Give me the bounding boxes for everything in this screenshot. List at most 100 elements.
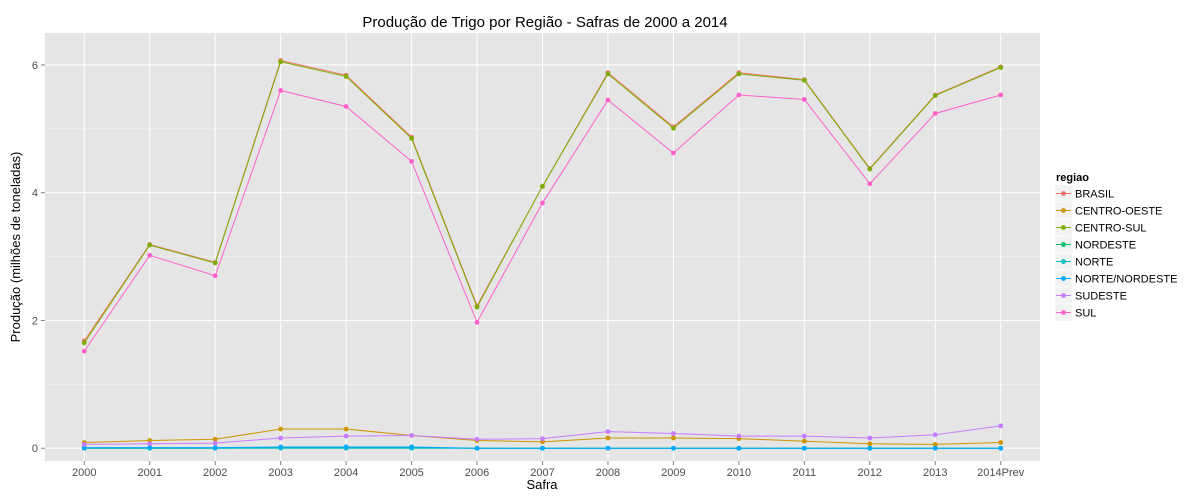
legend: regiao BRASIL CENTRO-OESTE CENTRO-SUL NORDE… [1054, 172, 1177, 322]
data-point-centro-oeste [278, 426, 284, 432]
legend-label: NORTE/NORDESTE [1075, 274, 1177, 286]
data-point-sudeste [212, 440, 218, 446]
legend-item-brasil: BRASIL [1054, 184, 1114, 203]
x-tick-label: 2000 [72, 467, 96, 479]
data-point-sul [605, 97, 611, 103]
data-point-centro-sul [736, 71, 742, 77]
legend-item-centro-sul: CENTRO-SUL [1054, 218, 1147, 237]
legend-item-nordeste: NORDESTE [1054, 235, 1136, 254]
data-point-centro-oeste [998, 440, 1004, 445]
x-tick-label: 2008 [596, 467, 620, 479]
legend-key-point [1061, 225, 1066, 230]
data-point-centro-sul [801, 77, 807, 83]
data-point-sudeste [474, 436, 480, 442]
y-axis-title: Produção (milhões de toneladas) [8, 152, 23, 343]
data-point-centro-oeste [801, 438, 807, 444]
data-point-sudeste [343, 433, 349, 439]
legend-key-point [1061, 310, 1066, 315]
legend-label: SUL [1075, 308, 1096, 320]
series-layer [81, 58, 1004, 451]
x-tick-label: 2004 [334, 467, 358, 479]
x-tick-label: 2001 [137, 467, 161, 479]
data-point-sul [540, 200, 545, 206]
data-point-sul [147, 252, 153, 258]
data-point-centro-sul [605, 71, 611, 77]
data-point-sul [409, 159, 414, 164]
data-point-sul [736, 92, 742, 98]
data-point-centro-sul [409, 136, 414, 141]
x-tick-label: 2010 [727, 467, 751, 479]
data-point-norte-nordeste [474, 445, 480, 451]
data-point-sudeste [867, 435, 873, 441]
legend-item-norte: NORTE [1054, 252, 1113, 271]
x-tick-label: 2002 [203, 467, 227, 479]
data-point-sul [671, 150, 676, 156]
data-point-norte-nordeste [278, 444, 284, 450]
data-point-centro-oeste [932, 441, 938, 447]
data-point-norte-nordeste [147, 445, 153, 450]
legend-label: CENTRO-OESTE [1075, 206, 1162, 218]
data-point-centro-oeste [867, 441, 873, 447]
y-axis-ticks: 0 2 4 6 [32, 60, 45, 455]
x-tick-label: 2011 [793, 467, 817, 479]
data-point-sudeste [736, 433, 742, 439]
chart-title: Produção de Trigo por Região - Safras de… [362, 14, 727, 31]
x-tick-label: 2003 [268, 467, 292, 479]
legend-label: NORDESTE [1075, 240, 1136, 252]
data-point-centro-sul [278, 59, 284, 65]
data-point-norte-nordeste [409, 444, 414, 450]
data-point-centro-sul [932, 93, 938, 99]
y-tick-label: 4 [32, 188, 38, 200]
data-point-centro-sul [867, 166, 873, 172]
data-point-sudeste [801, 433, 807, 439]
data-point-centro-oeste [671, 435, 676, 441]
legend-key-point [1061, 191, 1066, 196]
data-point-norte-nordeste [540, 445, 545, 451]
data-point-sudeste [998, 423, 1004, 429]
data-point-centro-sul [671, 125, 676, 131]
data-point-sul [278, 88, 284, 93]
data-point-norte-nordeste [671, 445, 676, 451]
data-point-norte-nordeste [343, 444, 349, 450]
data-point-sul [998, 92, 1004, 98]
series-norte-nordeste [81, 444, 1004, 451]
data-point-centro-oeste [605, 435, 611, 441]
legend-label: BRASIL [1075, 189, 1114, 201]
data-point-sudeste [540, 436, 545, 442]
legend-key-point [1061, 276, 1066, 281]
x-axis-title: Safra [526, 477, 558, 492]
legend-label: SUDESTE [1075, 291, 1127, 303]
data-point-sul [81, 348, 87, 354]
series-centro-sul [81, 59, 1004, 346]
legend-item-norte-nordeste: NORTE/NORDESTE [1054, 269, 1177, 288]
legend-key-point [1061, 259, 1066, 264]
data-point-sul [474, 319, 480, 325]
data-point-sudeste [147, 441, 153, 447]
x-tick-label: 2013 [923, 467, 947, 479]
data-point-centro-sul [343, 74, 349, 79]
data-point-centro-sul [147, 242, 153, 248]
x-tick-label: 2012 [858, 467, 882, 479]
x-tick-label: 2007 [530, 467, 554, 479]
legend-key-point [1061, 242, 1066, 247]
y-tick-label: 6 [32, 60, 38, 72]
data-point-norte-nordeste [605, 445, 611, 451]
x-tick-label: 2005 [399, 467, 423, 479]
data-point-norte-nordeste [932, 445, 938, 451]
data-point-sudeste [278, 435, 284, 441]
data-point-centro-sul [540, 183, 545, 189]
grid-lines [45, 33, 1040, 461]
data-point-sudeste [409, 433, 414, 438]
data-point-centro-oeste [343, 426, 349, 432]
data-point-centro-sul [474, 304, 480, 310]
data-point-sudeste [605, 429, 611, 435]
data-point-sul [801, 97, 807, 102]
x-tick-label: 2009 [661, 467, 685, 479]
series-sul [81, 88, 1004, 354]
legend-item-centro-oeste: CENTRO-OESTE [1054, 201, 1162, 220]
y-tick-label: 0 [32, 443, 38, 455]
data-point-sudeste [671, 431, 676, 436]
legend-label: CENTRO-SUL [1075, 223, 1147, 235]
y-tick-label: 2 [32, 315, 38, 327]
